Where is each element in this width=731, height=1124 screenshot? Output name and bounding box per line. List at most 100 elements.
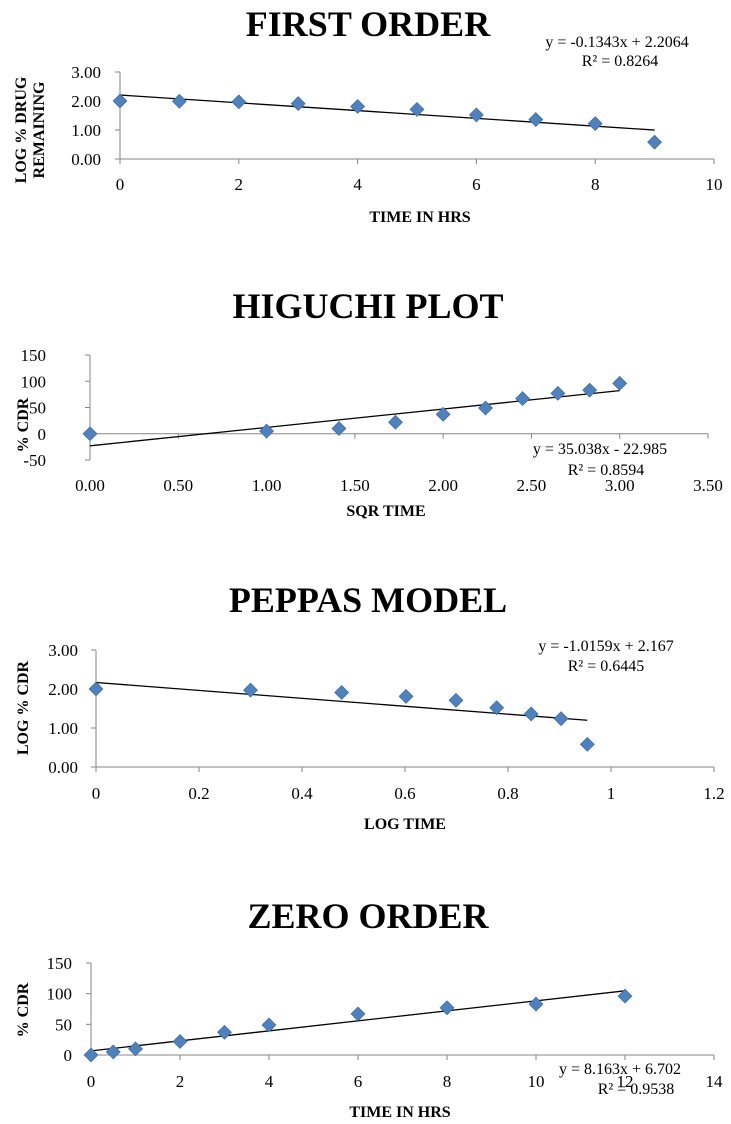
x-axis-title: SQR TIME <box>346 503 425 520</box>
x-tick-label: 1.2 <box>703 784 724 803</box>
trendline <box>119 94 655 131</box>
y-tick-label: 150 <box>47 954 73 973</box>
data-point-marker <box>582 382 598 398</box>
data-point-marker <box>350 99 366 114</box>
trendline <box>95 681 588 721</box>
data-point-marker <box>231 94 247 110</box>
x-axis-title: TIME IN HRS <box>349 1104 450 1121</box>
x-tick-label: 1 <box>607 784 616 803</box>
x-tick-label: 10 <box>528 1072 545 1091</box>
data-point-marker <box>171 93 187 109</box>
plot-area: -50 0 50 100 150 0.00 0.50 1.00 1.50 2.00 2.50 3.00… <box>21 346 723 495</box>
y-tick-label: 1.00 <box>48 719 78 738</box>
chart-first-order: FIRST ORDER y = -0.1343x + 2.2064 R² = 0… <box>13 4 723 226</box>
x-tick-label: 6 <box>354 1072 363 1091</box>
x-tick-label: 3.50 <box>693 476 723 495</box>
x-axis-title: TIME IN HRS <box>369 209 470 226</box>
y-axis-title: LOG % CDR <box>15 660 32 755</box>
x-tick-label: 0.00 <box>75 476 105 495</box>
y-tick-label: 50 <box>29 399 46 418</box>
data-point-marker <box>550 385 566 401</box>
data-point-marker <box>398 688 414 704</box>
data-point-marker <box>409 101 425 117</box>
data-point-marker <box>112 93 128 109</box>
trendline-equation: y = 8.163x + 6.702 <box>559 1061 681 1078</box>
data-point-marker <box>243 682 258 698</box>
x-tick-label: 0.6 <box>394 784 415 803</box>
y-tick-label: 1.00 <box>71 121 101 140</box>
x-tick-label: 2 <box>235 175 244 194</box>
data-point-marker <box>217 1024 232 1040</box>
y-tick-label: -50 <box>23 451 46 470</box>
svg-text:LOG % DRUG: LOG % DRUG <box>13 76 30 183</box>
data-point-marker <box>88 681 104 697</box>
x-tick-label: 0 <box>116 175 125 194</box>
data-point-marker <box>259 423 274 439</box>
y-tick-label: 50 <box>55 1015 72 1034</box>
chart-title: HIGUCHI PLOT <box>232 286 503 326</box>
x-tick-label: 0.8 <box>497 784 518 803</box>
x-tick-label: 0.4 <box>291 784 313 803</box>
r-squared-label: R² = 0.8264 <box>582 53 659 70</box>
y-tick-label: 2.00 <box>48 680 78 699</box>
chart-title: PEPPAS MODEL <box>229 580 507 620</box>
x-tick-label: 6 <box>472 175 481 194</box>
data-point-marker <box>587 116 603 132</box>
data-point-marker <box>388 414 403 430</box>
trendline-equation: y = -0.1343x + 2.2064 <box>545 34 688 51</box>
x-tick-label: 0 <box>87 1072 96 1091</box>
x-tick-label: 12 <box>617 1072 634 1091</box>
y-tick-label: 3.00 <box>71 63 101 82</box>
y-axis-title: LOG % DRUG REMAINING <box>13 76 48 183</box>
trendline-equation: y = -1.0159x + 2.167 <box>538 638 673 655</box>
data-point-marker <box>290 96 306 112</box>
data-point-marker <box>523 706 539 722</box>
data-point-marker <box>261 1017 277 1033</box>
x-tick-label: 2 <box>176 1072 185 1091</box>
r-squared-label: R² = 0.8594 <box>568 462 645 479</box>
x-tick-label: 0 <box>92 784 101 803</box>
r-squared-label: R² = 0.9538 <box>598 1081 675 1098</box>
x-tick-label: 8 <box>443 1072 452 1091</box>
svg-text:REMAINING: REMAINING <box>31 81 48 178</box>
data-point-marker <box>334 685 350 700</box>
chart-title: ZERO ORDER <box>247 896 489 936</box>
x-tick-label: 1.00 <box>252 476 282 495</box>
data-point-marker <box>528 996 544 1012</box>
chart-higuchi-plot: HIGUCHI PLOT % CDR SQR TIME -50 0 50 100 150… <box>15 286 723 520</box>
data-point-marker <box>612 375 628 391</box>
data-point-marker <box>350 1006 366 1022</box>
chart-zero-order: ZERO ORDER % CDR TIME IN HRS 0 50 100 150 0 2… <box>15 896 723 1121</box>
x-tick-label: 10 <box>706 175 723 194</box>
x-tick-label: 0.50 <box>163 476 193 495</box>
x-tick-label: 2.50 <box>517 476 547 495</box>
r-squared-label: R² = 0.6445 <box>568 658 645 675</box>
data-point-marker <box>553 711 569 727</box>
data-point-marker <box>515 391 531 406</box>
y-tick-label: 0 <box>64 1046 73 1065</box>
y-tick-label: 2.00 <box>71 92 101 111</box>
y-tick-label: 0 <box>38 425 47 444</box>
trendline <box>89 389 620 447</box>
chart-peppas-model: PEPPAS MODEL y = -1.0159x + 2.167 R² = 0… <box>15 580 725 833</box>
x-tick-label: 4 <box>265 1072 274 1091</box>
plot-area: 0 50 100 150 0 2 4 6 8 10 12 14 <box>47 954 724 1091</box>
data-point-marker <box>439 1000 455 1016</box>
y-tick-label: 150 <box>21 346 47 365</box>
plot-area: 0.00 1.00 2.00 3.00 0 0.2 0.4 0.6 0.8 1 1.2 <box>48 641 724 803</box>
y-tick-label: 0.00 <box>71 150 101 169</box>
y-tick-label: 3.00 <box>48 641 78 660</box>
data-point-marker <box>448 692 464 708</box>
y-axis-title: % CDR <box>15 982 32 1037</box>
data-point-marker <box>579 736 595 752</box>
x-tick-label: 14 <box>706 1072 724 1091</box>
x-tick-label: 0.2 <box>188 784 209 803</box>
data-point-marker <box>489 700 505 716</box>
data-point-marker <box>617 988 633 1004</box>
data-point-marker <box>331 421 347 436</box>
plot-area: 0.00 1.00 2.00 3.00 0 2 4 6 8 10 <box>71 63 722 194</box>
x-tick-label: 1.50 <box>340 476 370 495</box>
x-tick-label: 4 <box>353 175 362 194</box>
data-point-marker <box>647 134 663 150</box>
